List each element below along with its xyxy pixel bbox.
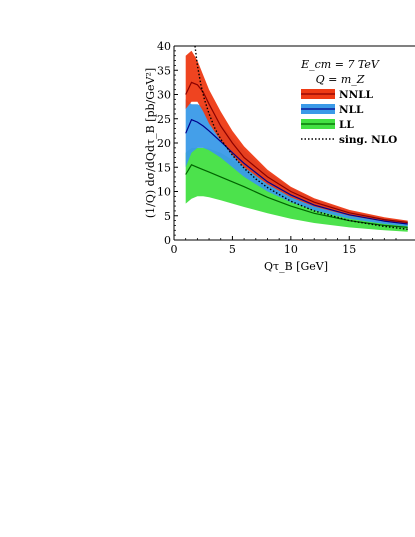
y-tick-label: 10	[157, 186, 171, 199]
y-tick-label: 25	[157, 113, 171, 126]
legend-label-ll: LL	[339, 119, 354, 131]
x-tick-label: 0	[171, 243, 178, 256]
central-line-ll	[185, 164, 408, 228]
line-sing-nlo	[194, 46, 408, 230]
y-tick-label: 30	[157, 89, 171, 102]
x-tick-label: 5	[229, 243, 236, 256]
scale-annotation: Q = m_Z	[316, 73, 365, 86]
y-tick-label: 35	[157, 64, 171, 77]
central-line-nll	[185, 118, 408, 225]
x-tick-label: 15	[342, 243, 356, 256]
y-tick-label: 20	[157, 137, 171, 150]
band-nnll	[185, 50, 408, 225]
energy-annotation: E_cm = 7 TeV	[300, 58, 380, 71]
legend-label-nll: NLL	[339, 104, 364, 116]
y-tick-label: 15	[157, 161, 171, 174]
legend-label-sing-nlo: sing. NLO	[339, 134, 397, 146]
y-tick-label: 40	[157, 40, 171, 53]
y-tick-label: 0	[164, 234, 171, 247]
y-axis-label: (1/Q) dσ/dQdτ_B [pb/GeV²]	[144, 68, 157, 218]
x-axis-label: Qτ_B [GeV]	[264, 260, 328, 273]
legend-label-nnll: NNLL	[339, 89, 374, 101]
y-tick-label: 5	[164, 210, 171, 223]
central-line-nnll	[185, 81, 408, 224]
legend: NNLL NLL LL sing. NLO	[301, 89, 397, 146]
x-tick-label: 10	[284, 243, 298, 256]
